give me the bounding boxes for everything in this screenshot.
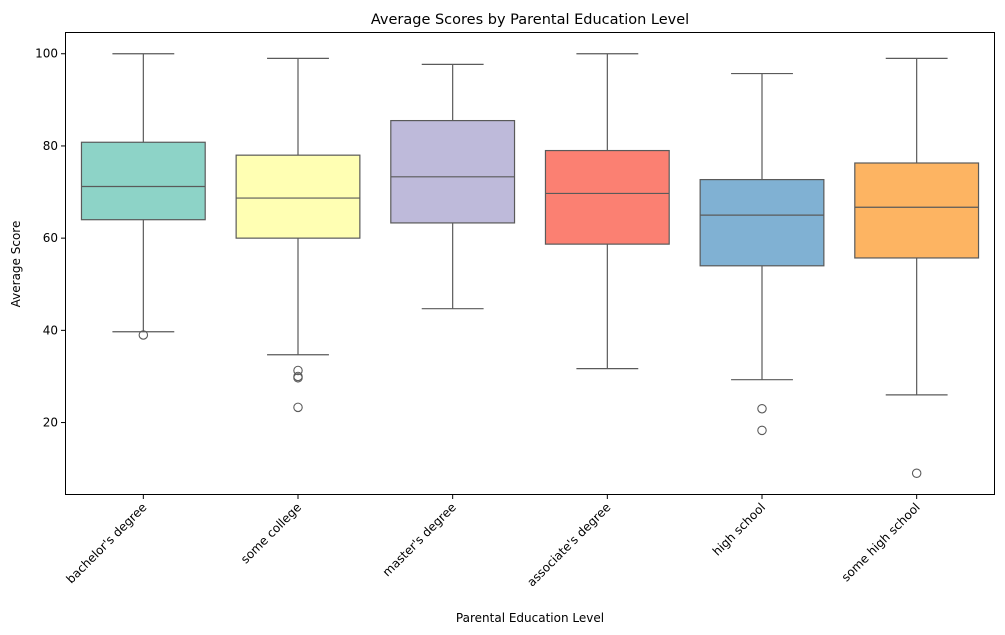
box-iqr	[235, 154, 361, 239]
y-tick-label: 60	[43, 231, 58, 245]
y-axis: 20 40 60 80 100	[35, 47, 66, 430]
outlier-point	[757, 403, 767, 414]
x-tick-label: some high school	[839, 500, 923, 584]
chart-title: Average Scores by Parental Education Lev…	[371, 12, 689, 28]
box-group	[235, 57, 361, 413]
box-group	[544, 53, 670, 370]
y-tick-label: 40	[43, 323, 58, 337]
box-group	[699, 72, 825, 436]
box-iqr	[699, 178, 825, 267]
outlier-point	[293, 373, 303, 383]
outlier-point	[293, 402, 303, 413]
box-group	[390, 63, 516, 310]
plot-frame	[65, 32, 995, 495]
plot-area	[80, 53, 980, 479]
x-tick-label: high school	[710, 500, 768, 558]
x-tick-label: master's degree	[380, 500, 459, 579]
x-tick-label: some college	[238, 500, 304, 566]
y-tick-label: 100	[35, 47, 58, 61]
box-iqr	[390, 119, 516, 224]
outlier-point	[757, 425, 767, 436]
box-group	[80, 53, 206, 340]
outlier-point	[293, 365, 303, 376]
y-tick-label: 80	[43, 139, 58, 153]
box-iqr	[544, 149, 670, 245]
box-iqr	[854, 162, 980, 259]
outlier-point	[911, 468, 922, 479]
y-tick-label: 20	[43, 416, 58, 430]
x-axis-title: Parental Education Level	[456, 611, 604, 625]
x-tick-label: bachelor's degree	[63, 500, 149, 586]
y-axis-title: Average Score	[9, 221, 23, 308]
x-tick-label: associate's degree	[524, 500, 613, 589]
outlier-point	[138, 330, 149, 340]
x-axis: bachelor's degree some college master's de…	[63, 494, 923, 589]
box-group	[854, 57, 980, 479]
box-iqr	[80, 141, 206, 221]
